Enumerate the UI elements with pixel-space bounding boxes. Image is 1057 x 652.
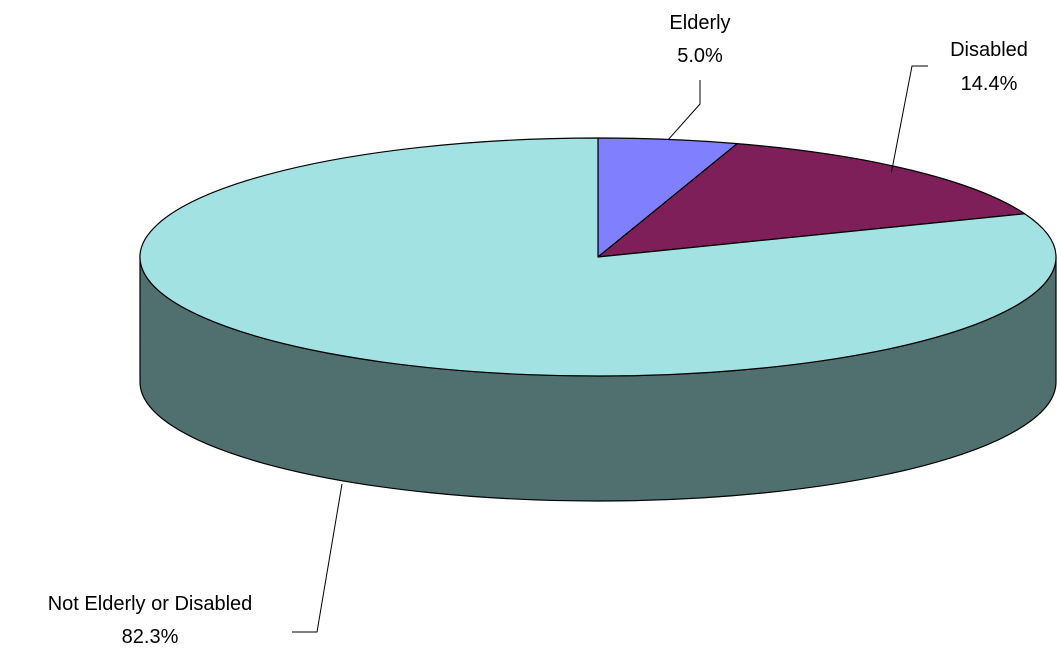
label-elderly-name: Elderly	[669, 12, 730, 34]
leader-lines	[292, 65, 928, 633]
leader-disabled	[890, 65, 928, 173]
label-disabled-value: 14.4%	[961, 73, 1018, 95]
label-elderly-value: 5.0%	[677, 45, 723, 67]
label-not-elderly-or-disabled-value: 82.3%	[122, 626, 179, 648]
leader-elderly	[668, 80, 701, 140]
pie-top-face	[139, 137, 1057, 377]
leader-not-elderly-or-disabled	[292, 483, 343, 633]
label-not-elderly-or-disabled-name: Not Elderly or Disabled	[48, 593, 253, 615]
slice-not-elderly-or-disabled	[139, 137, 1057, 377]
label-disabled-name: Disabled	[950, 39, 1028, 61]
slice-disabled	[597, 143, 1026, 258]
